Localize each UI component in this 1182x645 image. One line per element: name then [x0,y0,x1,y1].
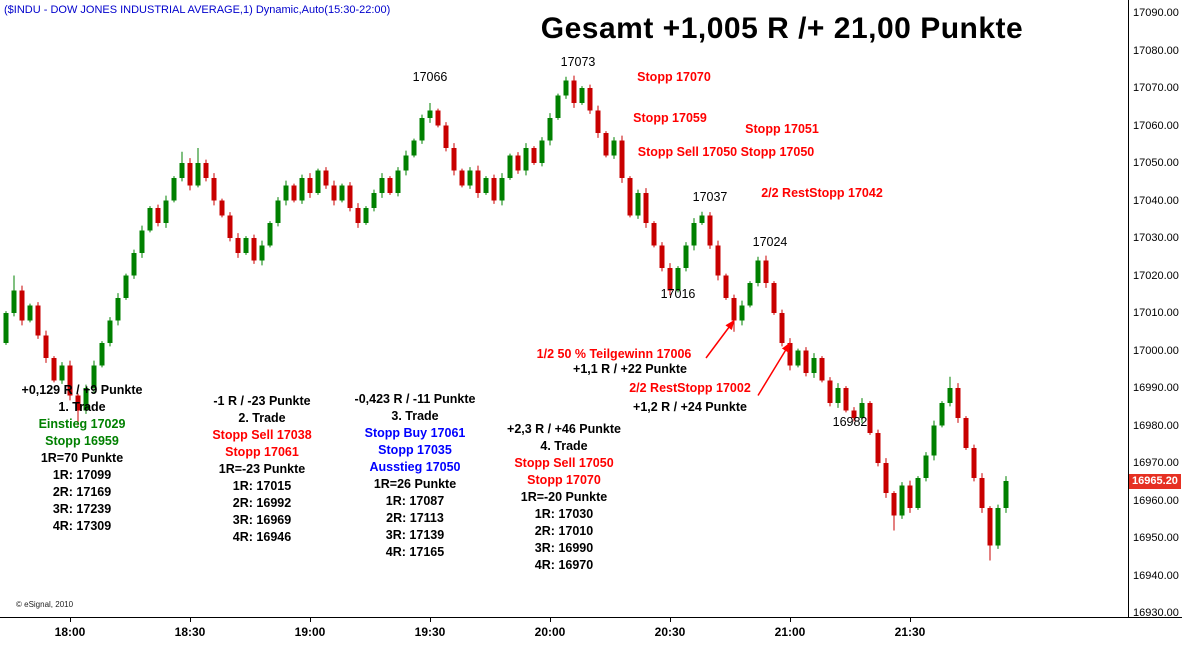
price-axis-label: 17090.00 [1133,7,1179,19]
trade-stats-block: -1 R / -23 Punkte 2. Trade Stopp Sell 1703… [212,393,311,546]
chart-annotation: Stopp Sell 17050 Stopp 17050 [637,144,815,159]
trade-stat-line: 3R: 16969 [232,513,292,527]
candlestick-canvas[interactable] [0,0,1128,617]
trade-stat-line: 2R: 16992 [232,496,292,510]
copyright-label: © eSignal, 2010 [16,600,74,609]
chart-annotation: 2/2 RestStopp 17042 [761,186,883,200]
chart-annotation: Stopp 17070 [637,69,711,84]
time-axis-tick [910,618,911,622]
chart-annotation: +1,2 R / +24 Punkte [633,399,747,414]
price-axis-label: 17050.00 [1133,157,1179,169]
summary-header: Gesamt +1,005 R /+ 21,00 Punkte [540,12,1024,45]
chart-annotation: 17037 [692,189,728,204]
chart-annotation: 1/2 50 % Teilgewinn 17006 [536,347,692,362]
price-axis-label: 17010.00 [1133,307,1179,319]
trade-stat-line: 4. Trade [540,439,588,453]
price-axis-label: 16930.00 [1133,607,1179,619]
trade-stat-line: 2R: 17010 [534,524,594,538]
trade-stat-line: Stopp 17035 [378,443,452,457]
trade-stat-line: 2R: 17113 [386,511,444,525]
chart-annotation: Stopp 17059 [633,111,707,125]
time-axis-tick [70,618,71,622]
time-axis-tick [670,618,671,622]
trade-stat-line: 1. Trade [58,400,106,414]
time-axis-label: 18:30 [174,625,206,639]
chart-annotation: 17024 [752,234,788,249]
trade-stat-line: 4R: 16946 [232,530,292,544]
chart-symbol-title: ($INDU - DOW JONES INDUSTRIAL AVERAGE,1)… [4,4,391,16]
trade-stat-line: 1R: 17099 [52,468,112,482]
time-axis-label: 18:00 [54,625,86,639]
price-axis-label: 16940.00 [1133,569,1179,582]
trade-stat-line: 3R: 17239 [52,502,112,516]
trade-stats-block: +0,129 R / +9 Punkte 1. Trade Einstieg 170… [22,382,143,535]
trade-stat-line: 1R=-20 Punkte [520,490,608,504]
time-axis-tick [790,618,791,622]
time-axis-label: 19:00 [294,625,326,639]
time-axis-label: 21:00 [774,625,806,639]
chart-annotation: 16982 [832,414,868,429]
price-axis-label: 17080.00 [1133,44,1179,57]
chart-annotation: 2/2 RestStopp 17002 [629,381,751,395]
price-axis-label: 17070.00 [1133,82,1179,94]
trade-stat-line: 1R=-23 Punkte [218,462,306,476]
trade-stats-block: -0,423 R / -11 Punkte 3. Trade Stopp Buy 1… [355,391,476,561]
price-axis-label: 16980.00 [1133,419,1179,432]
trade-stat-line: Einstieg 17029 [38,417,126,431]
trade-stat-line: 4R: 17309 [52,519,112,533]
price-axis-label: 16990.00 [1133,382,1179,394]
trade-stat-line: Stopp Buy 17061 [364,426,466,440]
trade-stat-line: 1R=70 Punkte [40,451,124,465]
trade-stat-line: Ausstieg 17050 [369,460,461,474]
trade-stat-line: 1R=26 Punkte [373,477,457,491]
time-axis-tick [430,618,431,622]
last-price-tag: 16965.20 [1129,473,1181,489]
time-axis-tick [310,618,311,622]
trade-stat-line: 4R: 17165 [385,545,445,559]
trade-stat-line: Stopp 17070 [527,473,601,487]
chart-annotation: 17066 [412,69,448,84]
chart-annotation: +1,1 R / +22 Punkte [573,362,687,377]
trade-stat-line: Stopp 16959 [45,434,119,448]
trade-stat-line: 1R: 17030 [534,507,594,521]
chart-annotation: Stopp 17051 [745,122,819,137]
trade-stat-line: +0,129 R / +9 Punkte [21,383,143,397]
trade-stat-line: 3R: 16990 [534,541,594,555]
price-axis-label: 16950.00 [1133,532,1179,544]
trade-stat-line: 1R: 17015 [232,479,292,493]
trade-stat-line: -1 R / -23 Punkte [213,394,311,408]
trade-stat-line: Stopp Sell 17050 [514,456,614,470]
trade-stat-line: 1R: 17087 [385,494,445,508]
trade-stat-line: 2. Trade [238,411,286,425]
trade-stat-line: -0,423 R / -11 Punkte [354,392,476,406]
price-axis[interactable]: 16965.20 17090.00 17080.00 17070.00 17060.0… [1129,0,1182,619]
time-axis-label: 20:30 [654,625,686,639]
chart-annotation: 17073 [560,54,596,69]
time-axis[interactable]: 18:00 18:30 19:00 19:30 20:00 20:30 21:00 21:30 [0,617,1182,645]
trade-stats-block: +2,3 R / +46 Punkte 4. Trade Stopp Sell 17… [507,421,621,574]
trade-stat-line: 3. Trade [391,409,439,423]
trade-stat-line: Stopp Sell 17038 [212,428,312,442]
price-axis-label: 17020.00 [1133,269,1179,282]
time-axis-label: 19:30 [414,625,446,639]
trade-stat-line: 3R: 17139 [385,528,445,542]
price-axis-label: 17040.00 [1133,194,1179,207]
chart-annotation: 17016 [660,287,696,302]
trade-stat-line: +2,3 R / +46 Punkte [507,422,621,436]
trade-stat-line: Stopp 17061 [225,445,299,459]
time-axis-label: 20:00 [534,625,566,639]
price-axis-label: 16960.00 [1133,494,1179,507]
trade-stat-line: 4R: 16970 [534,558,594,572]
price-axis-label: 17060.00 [1133,119,1179,132]
price-chart-area[interactable]: ($INDU - DOW JONES INDUSTRIAL AVERAGE,1)… [0,0,1129,617]
price-axis-label: 17030.00 [1133,232,1179,244]
trade-stat-line: 2R: 17169 [52,485,112,499]
time-axis-tick [190,618,191,622]
price-axis-label: 17000.00 [1133,344,1179,357]
price-axis-label: 16970.00 [1133,457,1179,469]
time-axis-tick [550,618,551,622]
time-axis-label: 21:30 [894,625,926,639]
